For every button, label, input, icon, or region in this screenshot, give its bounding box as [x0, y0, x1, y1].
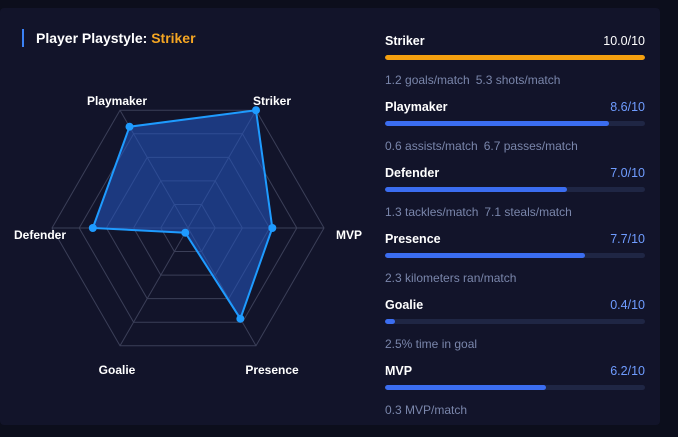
stat-row-presence: Presence 7.7/10 2.3 kilometers ran/match — [385, 232, 645, 298]
stat-bar-track — [385, 187, 645, 192]
radar-point-striker — [252, 106, 260, 115]
stat-row-striker: Striker 10.0/10 1.2 goals/match 5.3 shots/m… — [385, 34, 645, 100]
stat-head: Presence 7.7/10 — [385, 232, 645, 247]
stat-name: Goalie — [385, 298, 424, 312]
stat-bar-fill — [385, 319, 396, 324]
stat-bar-track — [385, 319, 645, 324]
stat-bar-fill — [385, 55, 645, 60]
radar-points — [88, 106, 277, 323]
stat-name: Playmaker — [385, 100, 448, 114]
radar-point-presence — [236, 314, 245, 323]
stat-head: MVP 6.2/10 — [385, 364, 645, 379]
stat-row-defender: Defender 7.0/10 1.3 tackles/match 7.1 steal… — [385, 166, 645, 232]
radar-label-mvp: MVP — [336, 228, 362, 242]
radar-label-defender: Defender — [14, 228, 66, 242]
stat-detail: 6.7 passes/match — [483, 139, 578, 153]
stat-head: Playmaker 8.6/10 — [385, 100, 645, 115]
stat-details: 0.3 MVP/match — [385, 403, 645, 417]
stat-head: Defender 7.0/10 — [385, 166, 645, 181]
radar-spoke — [119, 227, 189, 347]
stat-details: 2.3 kilometers ran/match — [385, 271, 645, 285]
stat-score: 0.4/10 — [610, 298, 645, 312]
stat-detail: 1.2 goals/match — [385, 73, 470, 87]
stat-score: 8.6/10 — [610, 100, 645, 114]
stat-details: 2.5% time in goal — [385, 337, 645, 351]
stat-detail: 1.3 tackles/match — [385, 205, 479, 219]
stat-detail: 0.6 assists/match — [385, 139, 478, 153]
stat-head: Striker 10.0/10 — [385, 34, 645, 49]
playstyle-card: Player Playstyle: Striker Striker MVP Pres… — [0, 8, 660, 425]
stat-list: Striker 10.0/10 1.2 goals/match 5.3 shots/m… — [385, 34, 645, 430]
radar-area — [91, 109, 274, 321]
stat-score: 10.0/10 — [603, 34, 645, 48]
stat-details: 0.6 assists/match 6.7 passes/match — [385, 139, 645, 153]
radar-point-defender — [88, 224, 97, 232]
playstyle-label: Player Playstyle: — [36, 30, 148, 46]
stat-name: Striker — [385, 34, 425, 48]
stat-score: 6.2/10 — [610, 364, 645, 378]
radar-label-presence: Presence — [245, 363, 299, 377]
stat-bar-fill — [385, 253, 586, 258]
stat-detail: 0.3 MVP/match — [385, 403, 468, 417]
stat-bar-fill — [385, 121, 609, 126]
stat-score: 7.7/10 — [610, 232, 645, 246]
stat-row-goalie: Goalie 0.4/10 2.5% time in goal — [385, 298, 645, 364]
stat-head: Goalie 0.4/10 — [385, 298, 645, 313]
stat-details: 1.3 tackles/match 7.1 steals/match — [385, 205, 645, 219]
stat-name: MVP — [385, 364, 413, 378]
radar-label-goalie: Goalie — [99, 363, 136, 377]
playstyle-radar-chart: Striker MVP Presence Goalie Defender Playmake… — [14, 94, 362, 377]
stat-row-playmaker: Playmaker 8.6/10 0.6 assists/match 6.7 pass… — [385, 100, 645, 166]
stat-detail: 5.3 shots/match — [475, 73, 561, 87]
stat-bar-track — [385, 385, 645, 390]
stat-detail: 2.3 kilometers ran/match — [385, 271, 517, 285]
stat-bar-track — [385, 253, 645, 258]
radar-labels: Striker MVP Presence Goalie Defender Playmake… — [14, 94, 362, 377]
stat-bar-track — [385, 121, 645, 126]
radar-label-playmaker: Playmaker — [87, 94, 147, 108]
radar-point-goalie — [181, 228, 190, 237]
playstyle-title: Player Playstyle: Striker — [22, 29, 196, 47]
radar-point-mvp — [268, 224, 277, 232]
stat-bar-fill — [385, 187, 567, 192]
stat-name: Defender — [385, 166, 440, 180]
stat-bar-fill — [385, 385, 547, 390]
stat-bar-track — [385, 55, 645, 60]
stat-detail: 7.1 steals/match — [484, 205, 572, 219]
radar-label-striker: Striker — [253, 94, 291, 108]
stat-row-mvp: MVP 6.2/10 0.3 MVP/match — [385, 364, 645, 430]
stat-name: Presence — [385, 232, 441, 246]
stat-details: 1.2 goals/match 5.3 shots/match — [385, 73, 645, 87]
radar-point-playmaker — [125, 122, 134, 131]
playstyle-value: Striker — [151, 30, 196, 46]
stat-detail: 2.5% time in goal — [385, 337, 478, 351]
radar-value-polygon — [91, 109, 274, 321]
stat-score: 7.0/10 — [610, 166, 645, 180]
